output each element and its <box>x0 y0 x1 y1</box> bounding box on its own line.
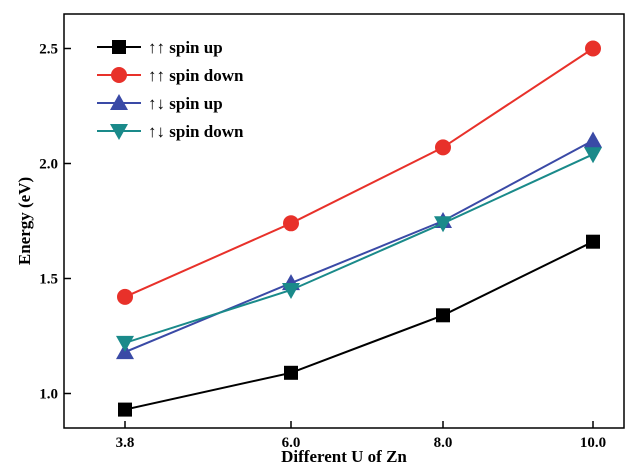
data-point <box>434 216 452 233</box>
series-0 <box>118 234 600 417</box>
y-tick-label: 2.0 <box>39 157 58 173</box>
legend-label: ↑↓ spin down <box>148 122 244 141</box>
x-tick-label: 8.0 <box>434 435 453 451</box>
legend-item: ↑↓ spin up <box>97 94 223 113</box>
data-point <box>118 402 132 417</box>
legend-item: ↑↑ spin up <box>97 38 223 57</box>
data-point <box>584 131 602 148</box>
y-axis-title: Energy (eV) <box>15 177 34 265</box>
series-line <box>124 240 594 411</box>
x-tick-label: 10.0 <box>580 435 606 451</box>
legend-item: ↑↑ spin down <box>97 66 244 85</box>
data-point <box>436 308 450 323</box>
legend-marker <box>110 94 128 110</box>
data-point <box>283 215 299 232</box>
legend-marker <box>111 67 127 83</box>
data-point <box>584 147 602 164</box>
legend-marker <box>112 40 126 54</box>
plot-area <box>63 13 625 429</box>
series-line <box>124 153 594 344</box>
legend-label: ↑↑ spin up <box>148 38 223 57</box>
data-point <box>282 283 300 299</box>
series-line <box>124 47 594 298</box>
y-tick-label: 2.5 <box>39 42 58 58</box>
legend-item: ↑↓ spin down <box>97 122 244 141</box>
y-tick-label: 1.5 <box>39 272 58 288</box>
series-3 <box>116 147 602 352</box>
data-point <box>435 139 451 156</box>
data-point <box>117 288 133 305</box>
series-line <box>124 139 594 354</box>
y-tick-label: 1.0 <box>39 387 58 403</box>
x-tick-label: 3.8 <box>116 435 135 451</box>
data-point <box>585 40 601 57</box>
legend-label: ↑↑ spin down <box>148 66 244 85</box>
legend-marker <box>110 124 128 140</box>
data-point <box>116 335 134 352</box>
legend-label: ↑↓ spin up <box>148 94 223 113</box>
data-point <box>586 234 600 249</box>
series-1 <box>117 40 601 305</box>
data-point <box>284 365 298 380</box>
x-tick-label: 6.0 <box>282 435 301 451</box>
x-axis-title: Different U of Zn <box>281 447 407 466</box>
